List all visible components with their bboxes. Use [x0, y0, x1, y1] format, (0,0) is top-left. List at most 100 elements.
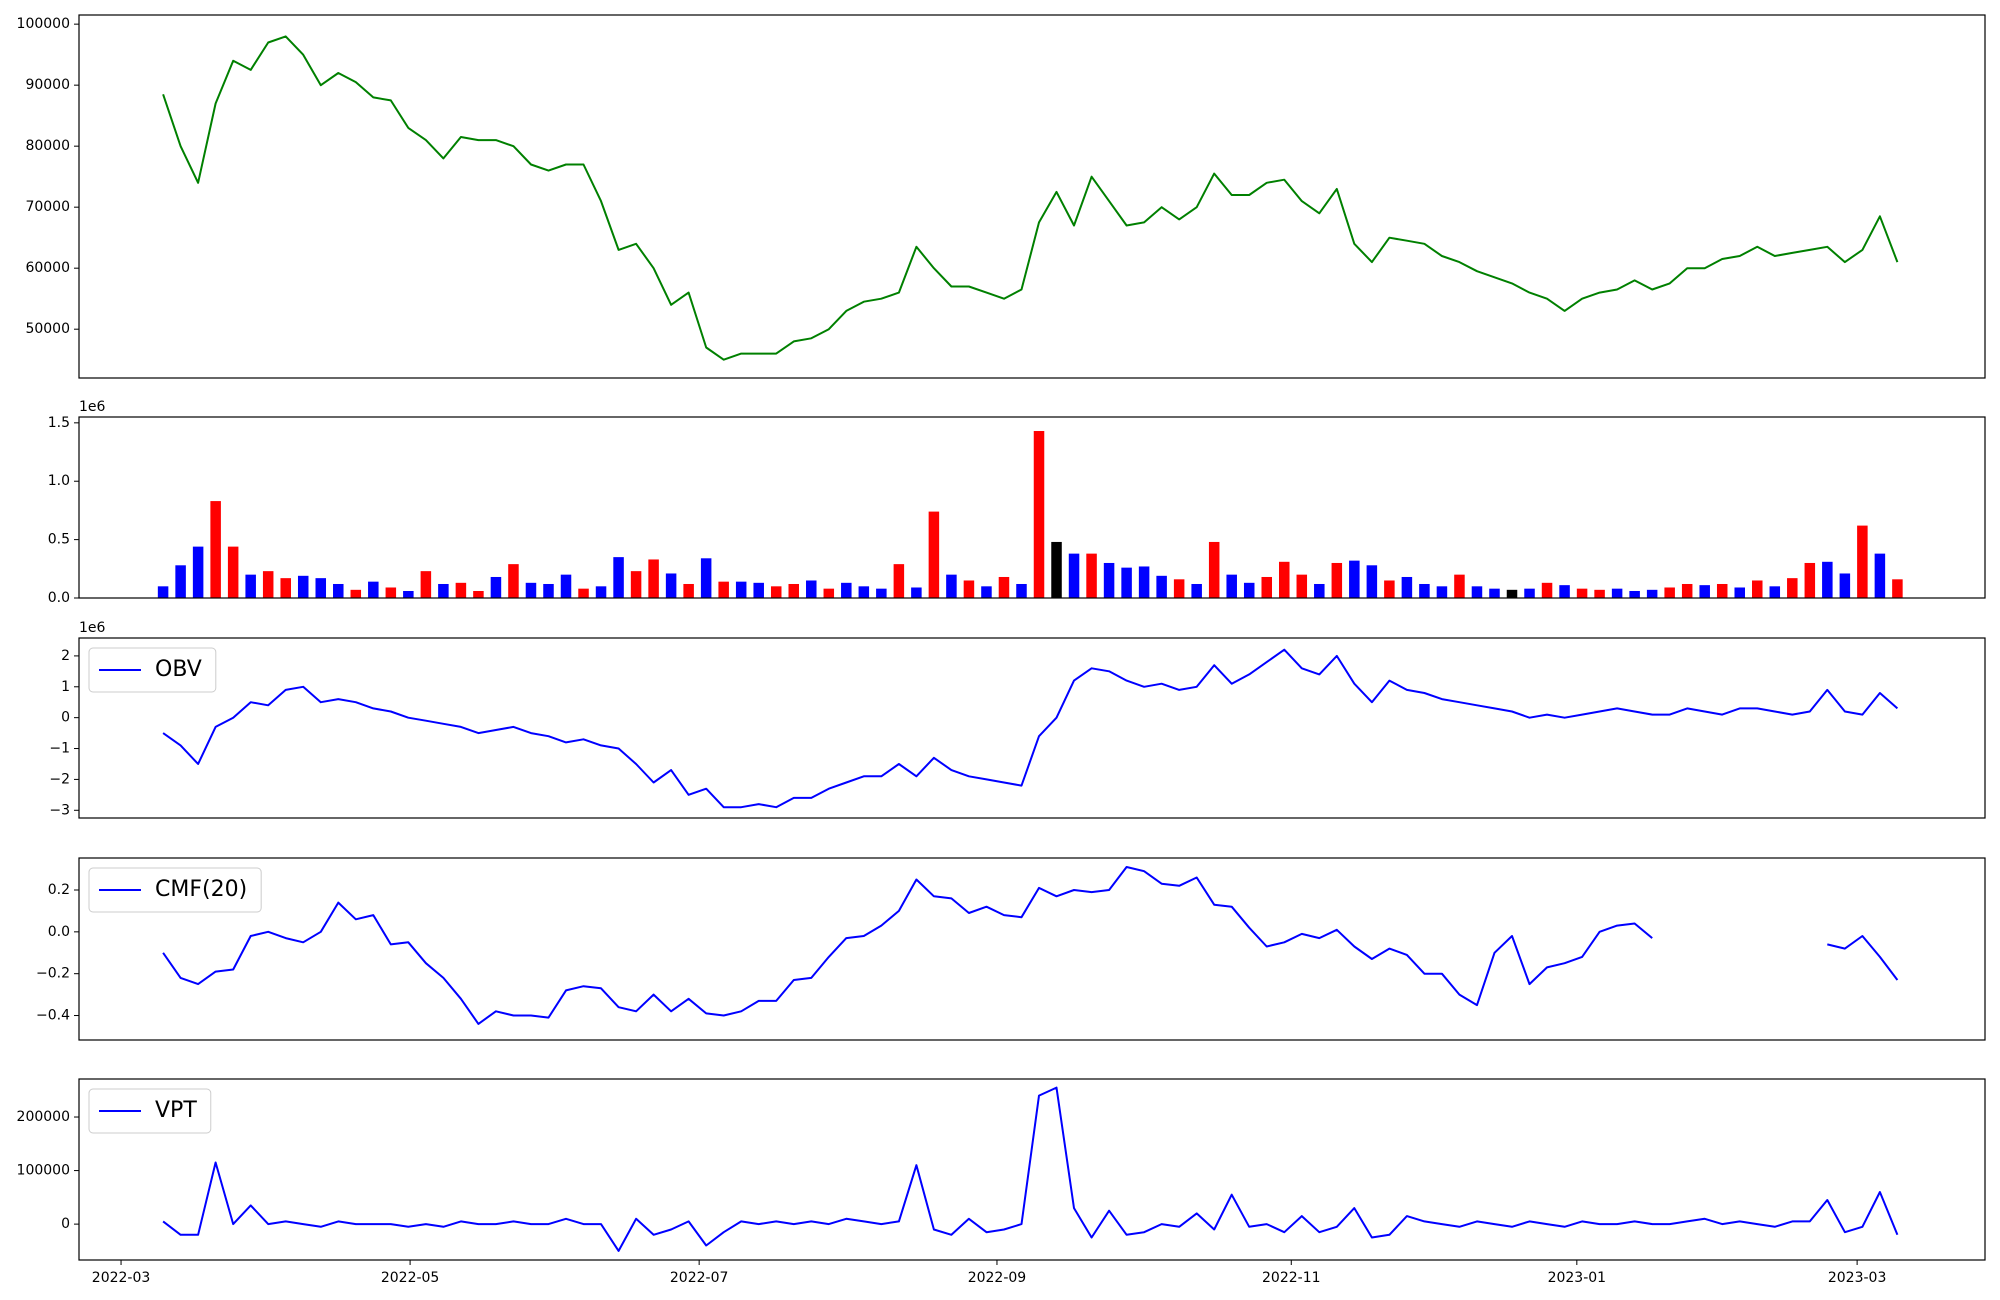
plot-frame	[78, 14, 1986, 379]
volume-bar	[876, 588, 887, 598]
y-tick-label: 0.5	[48, 532, 70, 548]
y-tick-label: 0.0	[48, 590, 70, 606]
volume-bar	[1261, 576, 1273, 598]
plot-frame	[78, 857, 1986, 1041]
volume-bar	[262, 571, 274, 598]
volume-bar	[1559, 585, 1570, 598]
y-tick-label: 200000	[17, 1109, 70, 1125]
volume-bar	[1874, 553, 1886, 598]
y-tick-label: 1.0	[48, 473, 70, 489]
volume-bar	[753, 582, 764, 598]
series-line	[162, 35, 1899, 361]
volume-bar	[1279, 561, 1290, 598]
y-tick-label: −2	[49, 771, 70, 787]
legend-label: CMF(20)	[155, 877, 247, 902]
y-tick-label: 0.2	[48, 882, 70, 898]
y-tick-label: −3	[49, 802, 70, 818]
volume-bar	[560, 574, 572, 598]
volume-bar	[1314, 583, 1325, 598]
y-tick-label: 1	[61, 679, 70, 695]
volume-bar	[841, 582, 852, 598]
volume-bar	[1681, 583, 1693, 598]
volume-bar	[1787, 578, 1798, 598]
y-tick-label: −0.4	[36, 1008, 70, 1024]
volume-bar	[1611, 588, 1623, 598]
volume-bar	[665, 573, 677, 598]
y-tick-label: 50000	[25, 321, 70, 337]
y-tick-label: 100000	[17, 1163, 70, 1179]
volume-bar	[1138, 566, 1150, 598]
x-tick-label: 2023-03	[1828, 1270, 1887, 1286]
volume-bar	[1016, 583, 1027, 598]
volume-bar	[770, 586, 782, 598]
y-tick-label: 60000	[25, 260, 70, 276]
volume-bar	[1226, 574, 1237, 598]
y-tick-label: −0.2	[36, 966, 70, 982]
y-tick-label: 1.5	[48, 415, 70, 431]
volume-bar	[420, 571, 432, 598]
volume-bar	[700, 558, 712, 598]
volume-bar	[1471, 586, 1483, 598]
volume-bar	[788, 583, 800, 598]
volume-bar	[1664, 587, 1675, 598]
volume-bar	[806, 580, 817, 598]
volume-bar	[1086, 553, 1097, 598]
x-tick-label: 2022-09	[968, 1270, 1027, 1286]
volume-bar	[543, 583, 554, 598]
x-tick-label: 2022-11	[1262, 1270, 1321, 1286]
plot-frame	[78, 416, 1986, 599]
volume-bar	[350, 589, 362, 598]
volume-bar	[1857, 525, 1868, 598]
volume-bar	[1716, 583, 1728, 598]
volume-bar	[1156, 575, 1167, 598]
volume-bar	[1296, 574, 1308, 598]
volume-bar	[911, 587, 922, 598]
volume-bar	[1752, 580, 1763, 598]
volume-bar	[981, 586, 992, 598]
volume-bar	[1734, 587, 1745, 598]
legend-box	[88, 867, 262, 913]
volume-bar	[490, 576, 502, 598]
volume-bar	[735, 581, 747, 598]
legend-label: VPT	[155, 1098, 197, 1123]
y-tick-label: 2	[61, 648, 70, 664]
volume-bar	[525, 582, 537, 598]
volume-bar	[315, 578, 327, 598]
volume-bar	[1769, 586, 1781, 598]
volume-bar	[718, 581, 729, 598]
volume-bar	[227, 546, 239, 598]
volume-bar	[280, 578, 291, 598]
volume-bar	[1699, 585, 1710, 598]
volume-bar	[1594, 589, 1605, 598]
volume-bar	[473, 590, 484, 598]
volume-bar	[1804, 562, 1816, 598]
volume-bar	[1208, 541, 1220, 598]
volume-bar	[928, 511, 940, 598]
y-tick-label: 0.0	[48, 924, 70, 940]
y-tick-label: 0	[61, 710, 70, 726]
volume-bar	[385, 587, 397, 598]
series-line	[162, 648, 1899, 809]
volume-bar	[175, 565, 186, 598]
volume-bar	[157, 586, 169, 598]
y-tick-label: 90000	[25, 77, 70, 93]
volume-bar	[858, 586, 870, 598]
volume-bar	[648, 559, 659, 598]
volume-bar	[1033, 431, 1045, 598]
x-tick-label: 2022-03	[92, 1270, 151, 1286]
volume-bar	[595, 586, 607, 598]
y-tick-label: −1	[49, 741, 70, 757]
volume-bar	[946, 574, 957, 598]
volume-bar	[1646, 589, 1658, 598]
volume-bar	[438, 583, 449, 598]
volume-bar	[1489, 588, 1500, 598]
volume-bar	[333, 583, 344, 598]
volume-bar	[1436, 586, 1448, 598]
volume-bar	[1629, 590, 1640, 598]
x-tick-label: 2022-07	[670, 1270, 729, 1286]
volume-bar	[297, 575, 309, 598]
volume-bar	[1349, 560, 1360, 598]
volume-bar	[1524, 588, 1535, 598]
volume-bar	[893, 564, 905, 598]
